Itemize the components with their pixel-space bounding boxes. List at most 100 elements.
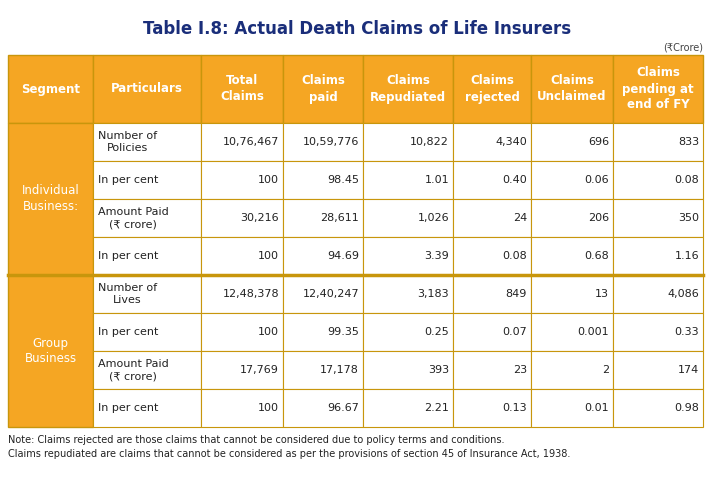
Text: 350: 350 (678, 213, 699, 223)
Bar (613, 161, 703, 199)
Text: 3.39: 3.39 (424, 251, 449, 261)
Bar (201, 161, 283, 199)
Bar (613, 351, 703, 389)
Text: 0.25: 0.25 (424, 327, 449, 337)
Text: 849: 849 (506, 289, 527, 299)
Text: Table I.8: Actual Death Claims of Life Insurers: Table I.8: Actual Death Claims of Life I… (143, 20, 571, 38)
Bar (283, 313, 363, 351)
Bar (613, 275, 703, 313)
Bar (283, 161, 363, 199)
Text: 24: 24 (513, 213, 527, 223)
Bar (201, 237, 283, 275)
Text: 833: 833 (678, 137, 699, 147)
Bar (93, 161, 201, 199)
Text: 100: 100 (258, 327, 279, 337)
Text: 393: 393 (428, 365, 449, 375)
Bar (453, 199, 531, 237)
Text: Particulars: Particulars (111, 82, 183, 96)
Text: 100: 100 (258, 175, 279, 185)
Bar (201, 199, 283, 237)
Bar (613, 199, 703, 237)
Bar (453, 313, 531, 351)
Text: Amount Paid
(₹ crore): Amount Paid (₹ crore) (98, 207, 169, 229)
Bar (363, 275, 453, 313)
Bar (531, 199, 613, 237)
Text: In per cent: In per cent (98, 251, 159, 261)
Text: 1.16: 1.16 (675, 251, 699, 261)
Text: 0.40: 0.40 (502, 175, 527, 185)
Bar (453, 389, 531, 427)
Text: In per cent: In per cent (98, 403, 159, 413)
Text: 10,59,776: 10,59,776 (303, 137, 359, 147)
Text: Claims
Unclaimed: Claims Unclaimed (537, 75, 607, 103)
Text: 12,40,247: 12,40,247 (302, 289, 359, 299)
Bar (531, 55, 613, 123)
Text: 174: 174 (678, 365, 699, 375)
Bar (453, 123, 531, 161)
Text: 4,340: 4,340 (496, 137, 527, 147)
Text: 99.35: 99.35 (327, 327, 359, 337)
Text: 17,178: 17,178 (320, 365, 359, 375)
Text: 0.13: 0.13 (503, 403, 527, 413)
Text: 2: 2 (602, 365, 609, 375)
Text: (₹Crore): (₹Crore) (663, 42, 703, 52)
Text: Claims
rejected: Claims rejected (465, 75, 520, 103)
Text: 206: 206 (588, 213, 609, 223)
Text: In per cent: In per cent (98, 327, 159, 337)
Text: 696: 696 (588, 137, 609, 147)
Text: Individual
Business:: Individual Business: (21, 184, 79, 214)
Text: 13: 13 (595, 289, 609, 299)
Bar (283, 351, 363, 389)
Text: 1.01: 1.01 (424, 175, 449, 185)
Bar (283, 389, 363, 427)
Bar (8, 55, 93, 123)
Bar (363, 123, 453, 161)
Bar (453, 161, 531, 199)
Bar (283, 123, 363, 161)
Text: Total
Claims: Total Claims (220, 75, 264, 103)
Bar (453, 237, 531, 275)
Bar (531, 123, 613, 161)
Bar (453, 351, 531, 389)
Text: Number of
Lives: Number of Lives (98, 283, 157, 305)
Text: In per cent: In per cent (98, 175, 159, 185)
Text: Number of
Policies: Number of Policies (98, 131, 157, 153)
Text: Segment: Segment (21, 82, 80, 96)
Text: Group
Business: Group Business (24, 337, 76, 366)
Text: 4,086: 4,086 (668, 289, 699, 299)
Text: 2.21: 2.21 (424, 403, 449, 413)
Text: Claims
pending at
end of FY: Claims pending at end of FY (622, 66, 694, 111)
Text: 0.08: 0.08 (674, 175, 699, 185)
Bar (531, 351, 613, 389)
Text: 98.45: 98.45 (327, 175, 359, 185)
Bar (201, 123, 283, 161)
Text: 0.001: 0.001 (578, 327, 609, 337)
Text: Claims repudiated are claims that cannot be considered as per the provisions of : Claims repudiated are claims that cannot… (8, 449, 570, 459)
Text: 0.07: 0.07 (502, 327, 527, 337)
Bar (363, 55, 453, 123)
Bar (531, 389, 613, 427)
Bar (453, 55, 531, 123)
Bar (283, 275, 363, 313)
Bar (93, 237, 201, 275)
Text: Claims
Repudiated: Claims Repudiated (370, 75, 446, 103)
Bar (201, 351, 283, 389)
Text: 10,822: 10,822 (410, 137, 449, 147)
Text: 23: 23 (513, 365, 527, 375)
Bar (363, 313, 453, 351)
Bar (531, 237, 613, 275)
Bar (613, 313, 703, 351)
Bar (201, 275, 283, 313)
Text: 28,611: 28,611 (321, 213, 359, 223)
Bar (93, 389, 201, 427)
Text: 100: 100 (258, 251, 279, 261)
Text: 30,216: 30,216 (241, 213, 279, 223)
Bar (531, 313, 613, 351)
Text: 0.06: 0.06 (584, 175, 609, 185)
Bar (363, 237, 453, 275)
Text: 1,026: 1,026 (418, 213, 449, 223)
Bar (283, 237, 363, 275)
Bar (613, 55, 703, 123)
Bar (363, 389, 453, 427)
Text: 0.98: 0.98 (674, 403, 699, 413)
